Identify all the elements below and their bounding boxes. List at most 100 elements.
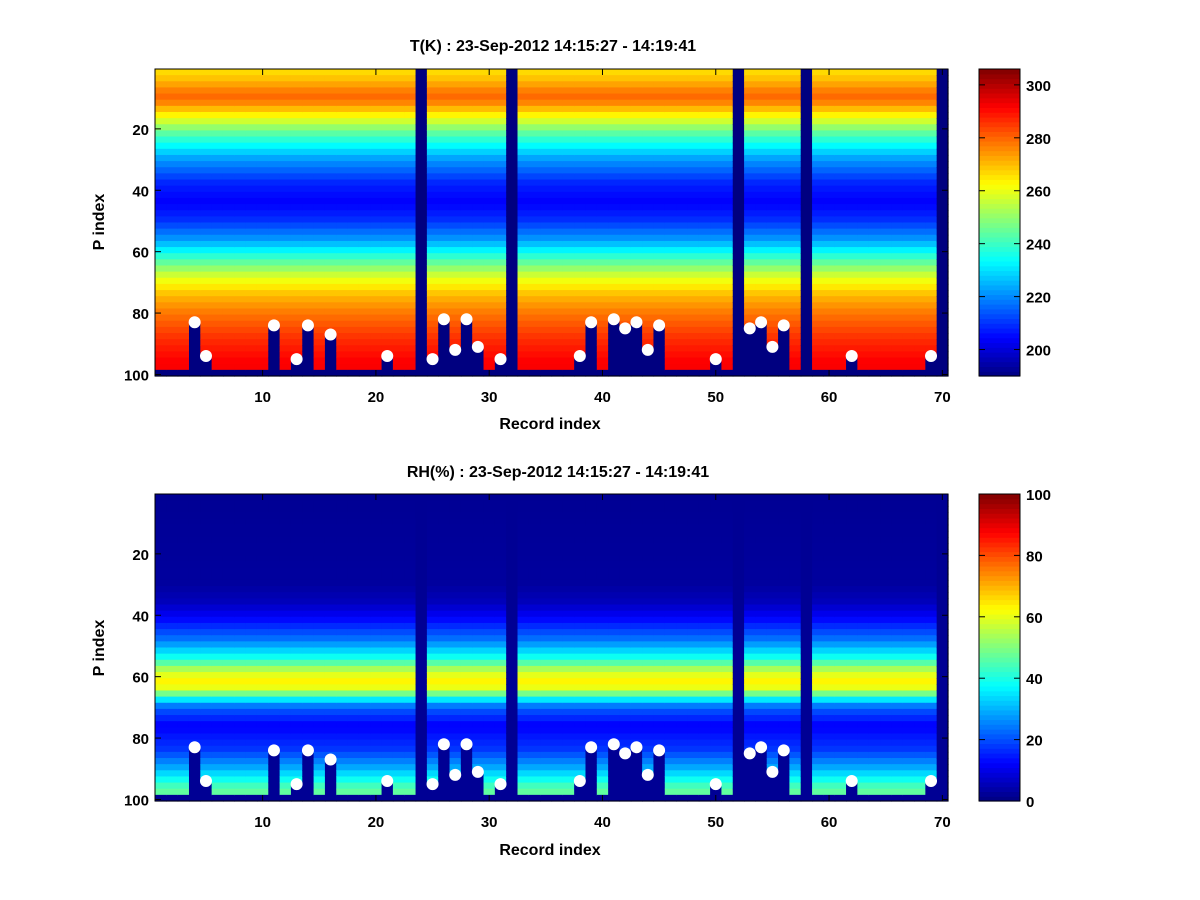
heatmap-cell bbox=[381, 314, 394, 322]
heatmap-cell bbox=[778, 69, 790, 76]
heatmap-cell bbox=[166, 87, 179, 95]
heatmap-cell bbox=[324, 567, 337, 575]
heatmap-cell bbox=[551, 333, 564, 340]
heatmap-cell bbox=[188, 136, 201, 144]
heatmap-cell bbox=[256, 696, 269, 704]
heatmap-cell bbox=[188, 751, 201, 759]
heatmap-cell bbox=[392, 586, 405, 593]
heatmap-cell bbox=[562, 240, 575, 248]
heatmap-cell bbox=[358, 745, 371, 753]
heatmap-cell bbox=[449, 130, 462, 138]
heatmap-cell bbox=[268, 782, 281, 790]
heatmap-cell bbox=[290, 118, 303, 125]
heatmap-cell bbox=[506, 259, 519, 267]
heatmap-cell bbox=[279, 512, 292, 520]
heatmap-cell bbox=[336, 351, 349, 359]
heatmap-cell bbox=[200, 105, 213, 113]
heatmap-cell bbox=[472, 93, 485, 101]
heatmap-cell bbox=[392, 173, 405, 181]
heatmap-cell bbox=[642, 265, 655, 273]
heatmap-cell bbox=[381, 629, 394, 636]
heatmap-cell bbox=[936, 253, 949, 260]
heatmap-cell bbox=[676, 210, 689, 217]
heatmap-cell bbox=[528, 271, 541, 279]
heatmap-cell bbox=[438, 672, 451, 679]
heatmap-cell bbox=[234, 234, 247, 242]
heatmap-cell bbox=[676, 345, 689, 353]
heatmap-cell bbox=[358, 672, 371, 679]
heatmap-cell bbox=[336, 105, 349, 113]
heatmap-cell bbox=[324, 739, 337, 747]
heatmap-cell bbox=[415, 216, 428, 224]
heatmap-cell bbox=[846, 99, 858, 107]
heatmap-cell bbox=[166, 604, 179, 612]
heatmap-cell bbox=[438, 708, 451, 716]
heatmap-cell bbox=[766, 247, 779, 254]
heatmap-cell bbox=[415, 247, 428, 254]
heatmap-cell bbox=[211, 326, 224, 334]
heatmap-cell bbox=[166, 105, 179, 113]
heatmap-cell bbox=[891, 369, 904, 377]
heatmap-cell bbox=[155, 573, 167, 581]
heatmap-cell bbox=[211, 75, 224, 82]
heatmap-cell bbox=[766, 136, 779, 144]
heatmap-cell bbox=[642, 222, 655, 230]
heatmap-cell bbox=[166, 290, 179, 297]
heatmap-cell bbox=[268, 788, 281, 796]
heatmap-cell bbox=[789, 302, 802, 310]
heatmap-cell bbox=[324, 234, 337, 242]
heatmap-cell bbox=[290, 794, 303, 802]
heatmap-cell bbox=[358, 111, 371, 119]
heatmap-cell bbox=[800, 204, 813, 211]
heatmap-cell bbox=[721, 351, 734, 359]
heatmap-cell bbox=[381, 604, 394, 612]
heatmap-cell bbox=[925, 161, 938, 168]
heatmap-cell bbox=[653, 197, 666, 205]
heatmap-cell bbox=[177, 555, 190, 563]
heatmap-cell bbox=[200, 592, 213, 599]
heatmap-cell bbox=[891, 179, 904, 187]
heatmap-cell bbox=[211, 733, 224, 741]
heatmap-cell bbox=[415, 197, 428, 205]
heatmap-cell bbox=[449, 653, 462, 661]
heatmap-cell bbox=[710, 326, 723, 334]
heatmap-cell bbox=[608, 118, 621, 125]
heatmap-cell bbox=[302, 549, 315, 556]
heatmap-cell bbox=[347, 81, 360, 89]
heatmap-cell bbox=[528, 130, 541, 138]
heatmap-cell bbox=[449, 296, 462, 303]
heatmap-cell bbox=[914, 185, 926, 193]
heatmap-cell bbox=[234, 530, 247, 538]
heatmap-cell bbox=[200, 320, 213, 328]
heatmap-cell bbox=[392, 185, 405, 193]
heatmap-cell bbox=[676, 75, 689, 82]
heatmap-cell bbox=[155, 228, 167, 236]
heatmap-cell bbox=[732, 339, 745, 346]
heatmap-cell bbox=[290, 87, 303, 95]
heatmap-cell bbox=[460, 283, 473, 291]
heatmap-cell bbox=[823, 81, 836, 89]
heatmap-cell bbox=[891, 351, 904, 359]
heatmap-cell bbox=[506, 339, 519, 346]
heatmap-cell bbox=[551, 283, 564, 291]
heatmap-cell bbox=[551, 75, 564, 82]
heatmap-cell bbox=[891, 105, 904, 113]
heatmap-cell bbox=[517, 296, 530, 303]
heatmap-cell bbox=[234, 506, 247, 514]
heatmap-cell bbox=[324, 216, 337, 224]
colorbar-segment bbox=[979, 140, 1020, 147]
heatmap-cell bbox=[188, 788, 201, 796]
heatmap-cell bbox=[392, 320, 405, 328]
heatmap-cell bbox=[245, 130, 258, 138]
heatmap-cell bbox=[857, 185, 870, 193]
heatmap-cell bbox=[823, 234, 836, 242]
heatmap-cell bbox=[290, 758, 303, 765]
heatmap-cell bbox=[528, 191, 541, 199]
heatmap-cell bbox=[902, 363, 915, 371]
heatmap-cell bbox=[846, 265, 858, 273]
heatmap-cell bbox=[256, 530, 269, 538]
heatmap-cell bbox=[381, 653, 394, 661]
heatmap-cell bbox=[313, 222, 326, 230]
heatmap-cell bbox=[188, 696, 201, 704]
heatmap-cell bbox=[438, 758, 451, 765]
